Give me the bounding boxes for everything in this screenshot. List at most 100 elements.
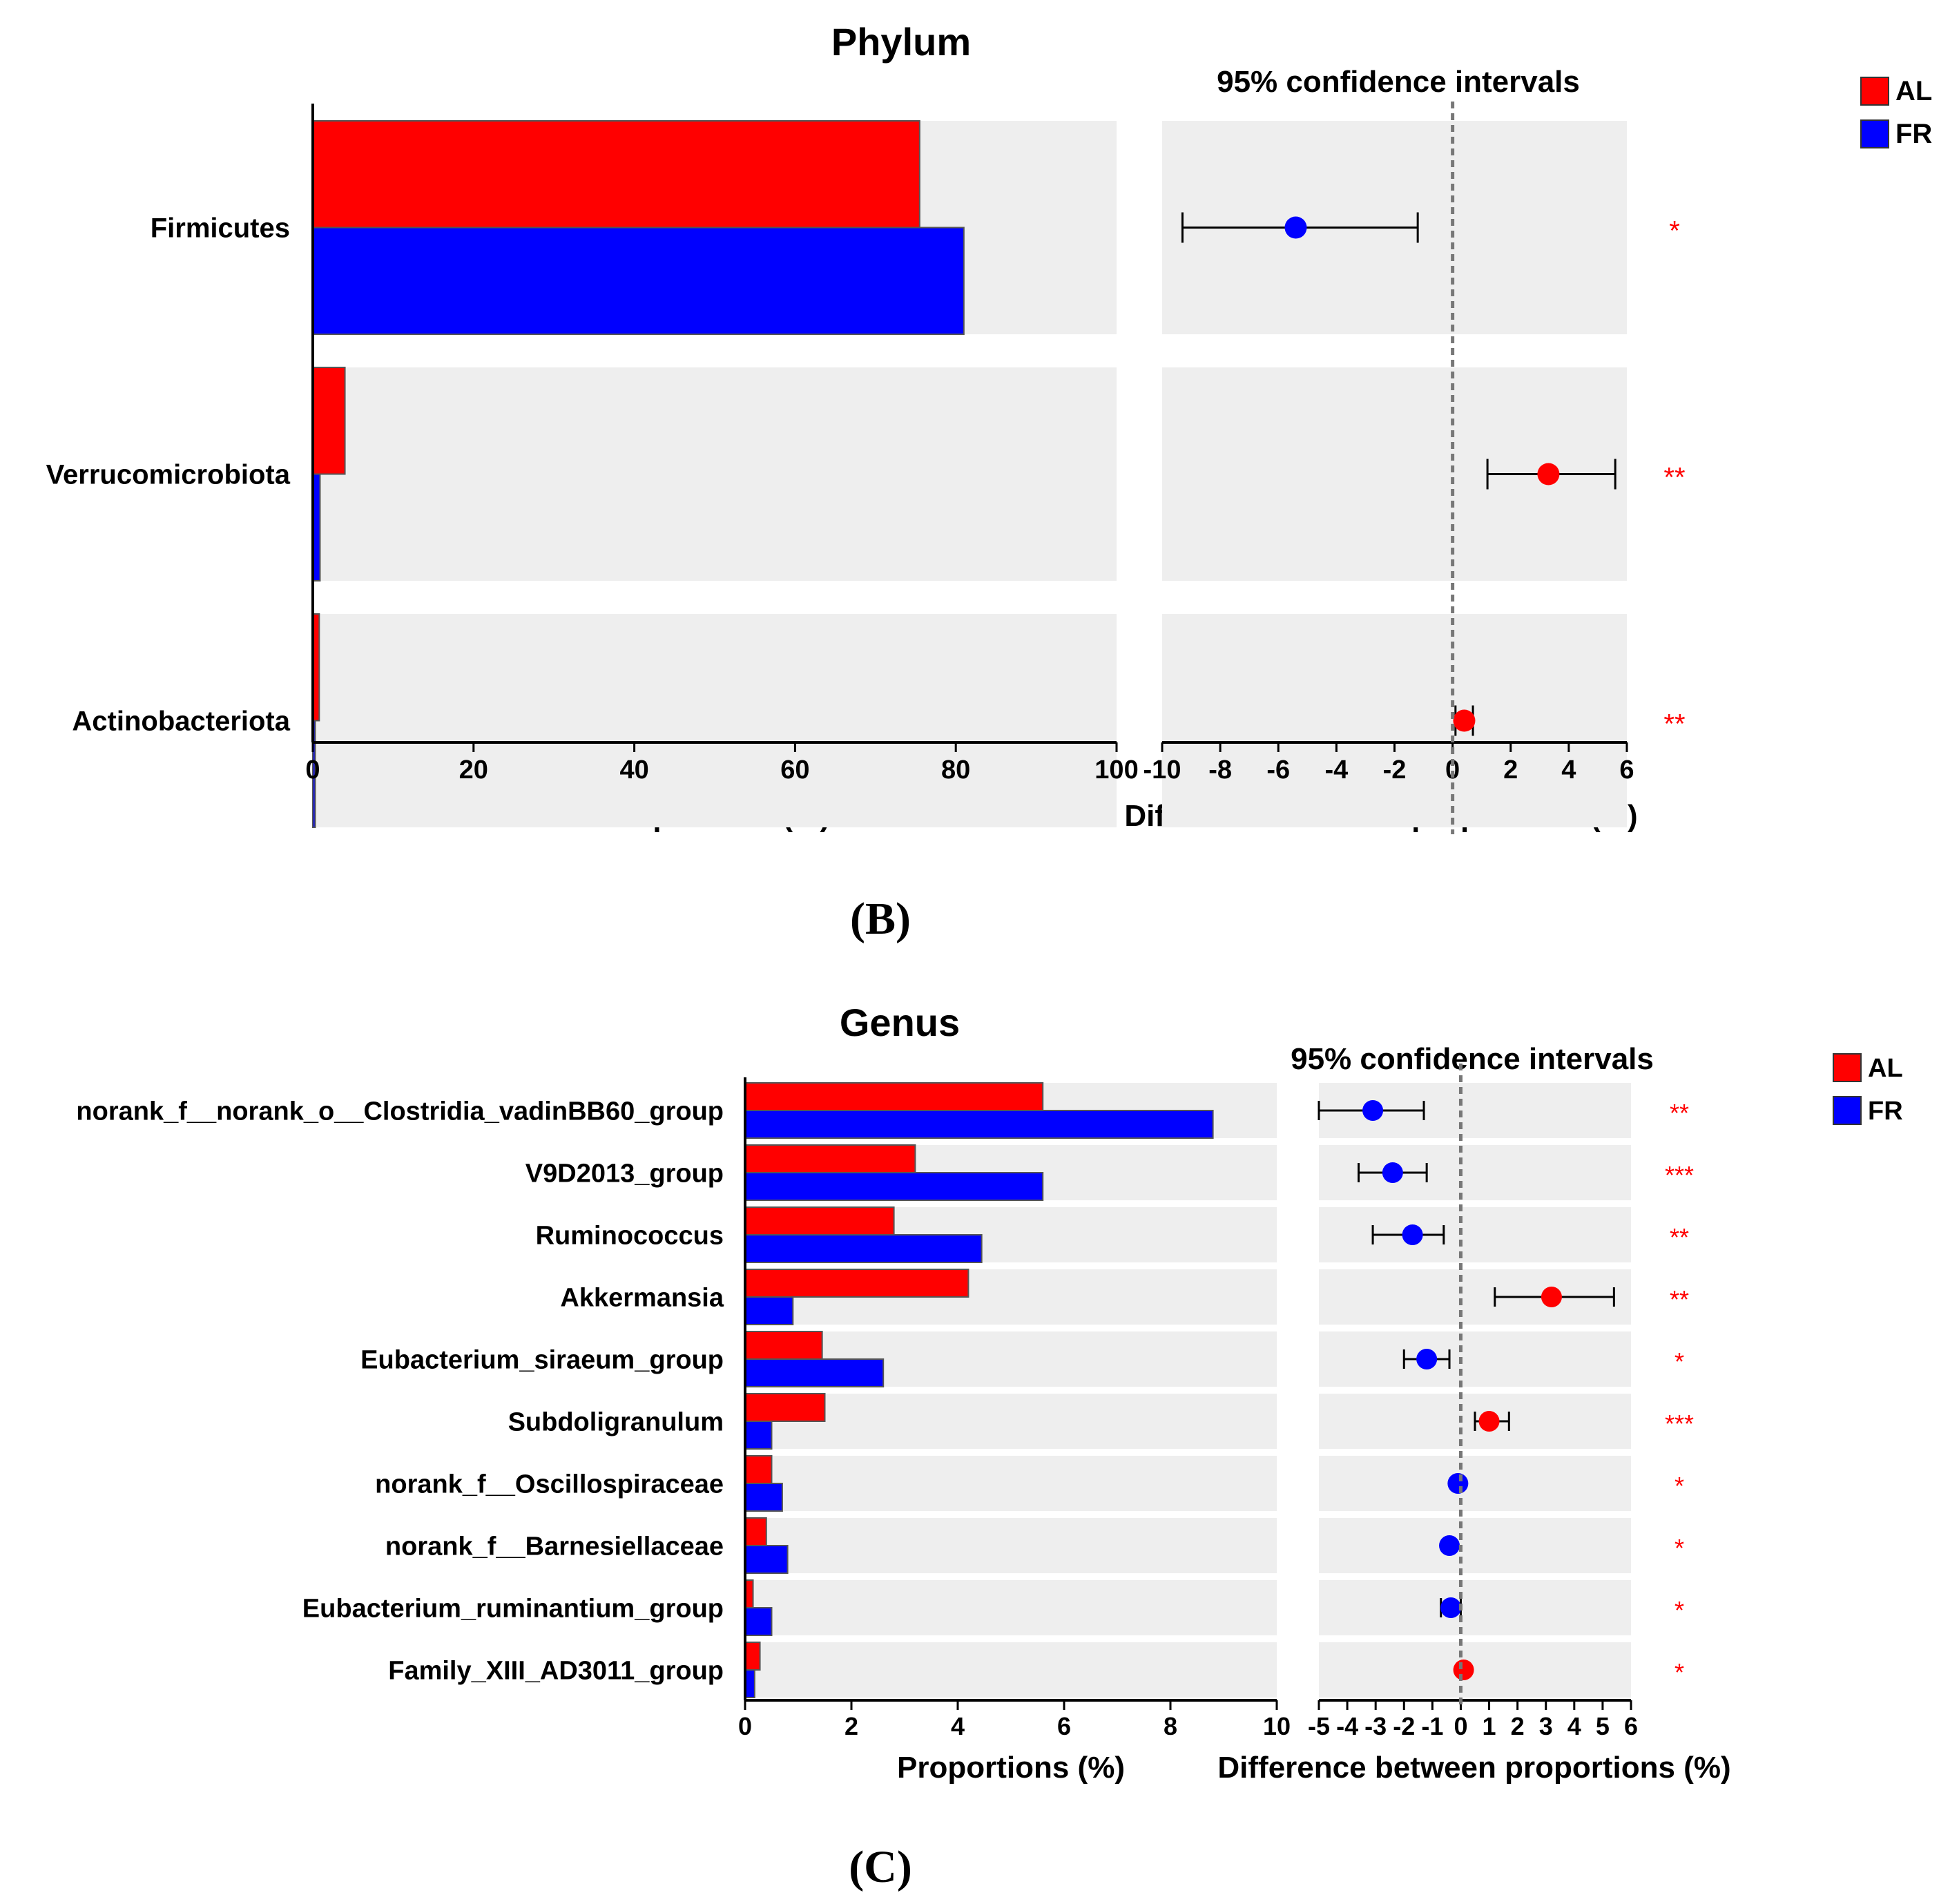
genus-category-label: Subdoligranulum	[508, 1407, 724, 1436]
phylum-significance: **	[1663, 463, 1685, 493]
phylum-bar-band	[313, 614, 1117, 827]
genus-ci-band	[1319, 1331, 1631, 1387]
genus-ci-tick-label: -5	[1308, 1712, 1330, 1740]
genus-ci-tick-label: 4	[1567, 1712, 1581, 1740]
genus-title: Genus	[840, 1001, 960, 1044]
genus-significance: *	[1675, 1472, 1684, 1500]
genus-bar-al	[744, 1455, 773, 1484]
genus-category-label: V9D2013_group	[525, 1159, 724, 1188]
genus-significance: *	[1675, 1658, 1684, 1686]
genus-bar-tick-label: 8	[1164, 1712, 1177, 1740]
phylum-legend-swatch-al	[1860, 77, 1889, 106]
genus-ci-tick-label: 6	[1624, 1712, 1638, 1740]
genus-ci-xlabel: Difference between proportions (%)	[1217, 1751, 1730, 1785]
genus-significance: ***	[1665, 1161, 1694, 1189]
genus-ci-title: 95% confidence intervals	[1291, 1042, 1654, 1076]
phylum-bar-tick-label: 80	[941, 756, 970, 785]
genus-bar-al	[744, 1331, 823, 1360]
panel-label-c: (C)	[849, 1842, 912, 1892]
genus-ci-point	[1447, 1473, 1469, 1494]
genus-ci-point	[1402, 1224, 1423, 1245]
genus-legend-label-al: AL	[1868, 1054, 1903, 1083]
genus-bar-band	[745, 1518, 1277, 1573]
genus-bar-al	[744, 1393, 826, 1422]
phylum-bar-tick-label: 60	[780, 756, 809, 785]
genus-bar-al	[744, 1269, 969, 1298]
genus-chart: Genus 95% confidence intervals Proportio…	[76, 1001, 1902, 1785]
genus-significance: *	[1675, 1596, 1684, 1624]
genus-ci-band	[1319, 1456, 1631, 1511]
genus-bar-fr	[744, 1358, 885, 1387]
phylum-ci-tick-label: 4	[1561, 756, 1576, 785]
phylum-category-label: Actinobacteriota	[72, 706, 290, 737]
phylum-title: Phylum	[831, 20, 971, 64]
phylum-bar-tick-label: 0	[305, 756, 320, 785]
phylum-ci-band	[1162, 614, 1627, 827]
phylum-ci-tick-label: -2	[1383, 756, 1407, 785]
genus-ci-point	[1478, 1411, 1500, 1432]
genus-bar-band	[745, 1456, 1277, 1511]
genus-bar-fr	[744, 1421, 773, 1450]
phylum-ci-tick-label: 6	[1619, 756, 1634, 785]
phylum-category-label: Verrucomicrobiota	[46, 460, 291, 490]
genus-significance: *	[1675, 1347, 1684, 1376]
genus-ci-point	[1453, 1660, 1474, 1680]
genus-ci-tick-label: 5	[1596, 1712, 1610, 1740]
genus-bar-fr	[744, 1234, 983, 1263]
genus-ci-tick-label: -4	[1336, 1712, 1358, 1740]
genus-ci-tick-label: 1	[1483, 1712, 1496, 1740]
genus-category-label: Family_XIII_AD3011_group	[388, 1656, 724, 1685]
genus-legend-swatch-al	[1833, 1053, 1862, 1082]
genus-bar-fr	[744, 1110, 1214, 1139]
genus-ci-point	[1440, 1597, 1462, 1618]
phylum-ci-tick-label: -4	[1324, 756, 1348, 785]
genus-category-label: norank_f__norank_o__Clostridia_vadinBB60…	[76, 1097, 724, 1126]
phylum-bar-al	[312, 120, 920, 229]
genus-bar-fr	[744, 1483, 783, 1512]
phylum-bar-tick-label: 100	[1094, 756, 1138, 785]
genus-bar-fr	[744, 1545, 789, 1574]
genus-ci-band	[1319, 1518, 1631, 1573]
genus-ci-point	[1416, 1349, 1438, 1369]
phylum-bar-band	[313, 367, 1117, 581]
genus-ci-tick-label: 0	[1454, 1712, 1467, 1740]
phylum-ci-point	[1453, 709, 1476, 732]
phylum-ci-tick-label: -8	[1208, 756, 1232, 785]
phylum-significance: **	[1663, 709, 1685, 740]
genus-bar-al	[744, 1082, 1044, 1111]
genus-bar-al	[744, 1642, 761, 1671]
genus-bar-tick-label: 4	[951, 1712, 965, 1740]
genus-ci-band	[1319, 1207, 1631, 1262]
genus-bar-tick-label: 2	[845, 1712, 858, 1740]
genus-bar-band	[745, 1642, 1277, 1698]
genus-category-label: Akkermansia	[560, 1283, 724, 1312]
genus-category-label: norank_f__Oscillospiraceae	[375, 1470, 724, 1499]
phylum-legend-label-fr: FR	[1895, 119, 1932, 149]
genus-bar-al	[744, 1206, 895, 1235]
phylum-bar-tick-label: 40	[619, 756, 648, 785]
phylum-legend-swatch-fr	[1860, 119, 1889, 148]
genus-bar-al	[744, 1517, 767, 1546]
genus-bar-fr	[744, 1172, 1044, 1201]
panel-label-b: (B)	[850, 894, 911, 944]
genus-bar-fr	[744, 1669, 755, 1698]
genus-bar-tick-label: 10	[1263, 1712, 1291, 1740]
genus-ci-tick-label: 2	[1511, 1712, 1525, 1740]
genus-bar-tick-label: 6	[1057, 1712, 1071, 1740]
genus-ci-band	[1319, 1642, 1631, 1698]
genus-bar-band	[745, 1580, 1277, 1635]
genus-bar-xlabel: Proportions (%)	[897, 1751, 1125, 1785]
phylum-ci-title: 95% confidence intervals	[1217, 65, 1580, 99]
genus-legend-swatch-fr	[1833, 1096, 1862, 1125]
phylum-ci-point	[1537, 463, 1560, 485]
phylum-significance: *	[1669, 216, 1680, 247]
phylum-bar-fr	[312, 227, 965, 335]
genus-category-label: Eubacterium_siraeum_group	[360, 1345, 724, 1374]
phylum-ci-tick-label: -6	[1266, 756, 1290, 785]
genus-bar-fr	[744, 1607, 773, 1636]
genus-category-label: Eubacterium_ruminantium_group	[302, 1594, 724, 1623]
genus-bar-band	[745, 1394, 1277, 1449]
genus-significance: **	[1670, 1223, 1689, 1251]
phylum-ci-tick-label: 2	[1503, 756, 1518, 785]
